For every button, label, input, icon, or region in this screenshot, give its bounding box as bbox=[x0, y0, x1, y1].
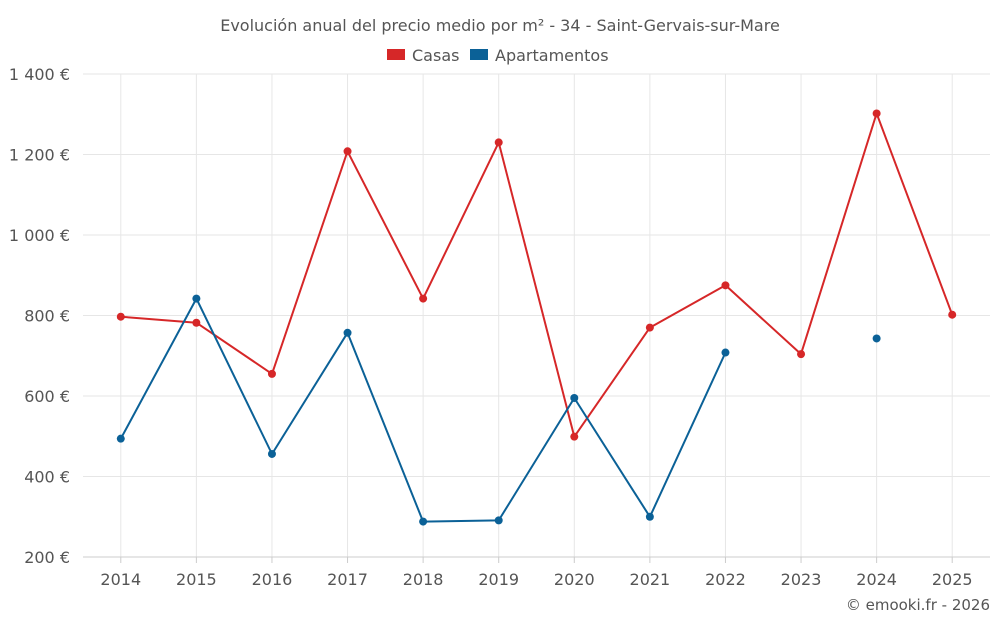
data-point-casas-2020[interactable] bbox=[570, 432, 579, 441]
y-tick-label: 400 € bbox=[24, 468, 70, 487]
x-tick-label: 2023 bbox=[781, 570, 822, 589]
data-point-casas-2016[interactable] bbox=[267, 369, 276, 378]
x-tick-label: 2017 bbox=[327, 570, 368, 589]
x-tick-label: 2019 bbox=[478, 570, 519, 589]
data-point-casas-2014[interactable] bbox=[116, 312, 125, 321]
y-tick-label: 1 000 € bbox=[9, 226, 70, 245]
y-tick-label: 800 € bbox=[24, 307, 70, 326]
y-tick-label: 1 200 € bbox=[9, 146, 70, 165]
data-point-casas-2017[interactable] bbox=[343, 147, 352, 156]
legend-label-apartamentos[interactable]: Apartamentos bbox=[495, 46, 609, 65]
data-point-casas-2025[interactable] bbox=[948, 310, 957, 319]
legend: Casas Apartamentos bbox=[387, 46, 609, 65]
data-point-casas-2015[interactable] bbox=[192, 318, 201, 327]
data-point-casas-2024[interactable] bbox=[872, 109, 881, 118]
data-point-apartamentos-2014[interactable] bbox=[116, 434, 125, 443]
x-axis: 2014 2015 2016 2017 2018 2019 2020 2021 2022 2023… bbox=[83, 556, 990, 589]
data-point-apartamentos-2017[interactable] bbox=[343, 328, 352, 337]
x-tick-label: 2022 bbox=[705, 570, 746, 589]
y-tick-label: 1 400 € bbox=[9, 65, 70, 84]
data-point-casas-2018[interactable] bbox=[419, 294, 428, 303]
data-point-apartamentos-2018[interactable] bbox=[419, 517, 428, 526]
data-point-apartamentos-2022[interactable] bbox=[721, 348, 730, 357]
series-layer bbox=[116, 109, 957, 526]
data-point-casas-2022[interactable] bbox=[721, 281, 730, 290]
y-axis: 200 € 400 € 600 € 800 € 1 000 € 1 200 € 1 400 … bbox=[9, 65, 70, 567]
x-tick-label: 2025 bbox=[932, 570, 973, 589]
x-tick-label: 2021 bbox=[630, 570, 671, 589]
chart-title: Evolución anual del precio medio por m² … bbox=[220, 16, 780, 35]
data-point-casas-2019[interactable] bbox=[494, 138, 503, 147]
y-tick-label: 200 € bbox=[24, 548, 70, 567]
data-point-apartamentos-2015[interactable] bbox=[192, 294, 201, 303]
data-point-apartamentos-2020[interactable] bbox=[570, 394, 579, 403]
legend-swatch-apartamentos bbox=[470, 49, 488, 60]
grid bbox=[83, 73, 990, 558]
y-tick-label: 600 € bbox=[24, 387, 70, 406]
legend-swatch-casas bbox=[387, 49, 405, 60]
series-line-casas bbox=[120, 112, 954, 438]
x-tick-label: 2020 bbox=[554, 570, 595, 589]
data-point-apartamentos-2016[interactable] bbox=[267, 449, 276, 458]
x-tick-label: 2016 bbox=[252, 570, 293, 589]
data-point-apartamentos-2021[interactable] bbox=[645, 512, 654, 521]
x-tick-label: 2015 bbox=[176, 570, 217, 589]
data-point-apartamentos-2019[interactable] bbox=[494, 516, 503, 525]
x-tick-label: 2024 bbox=[856, 570, 897, 589]
x-tick-label: 2014 bbox=[100, 570, 141, 589]
credit: © emooki.fr - 2026 bbox=[846, 596, 990, 614]
data-point-apartamentos-2024[interactable] bbox=[872, 334, 881, 343]
data-point-casas-2023[interactable] bbox=[797, 350, 806, 359]
legend-label-casas[interactable]: Casas bbox=[412, 46, 459, 65]
data-point-casas-2021[interactable] bbox=[645, 323, 654, 332]
x-tick-label: 2018 bbox=[403, 570, 444, 589]
